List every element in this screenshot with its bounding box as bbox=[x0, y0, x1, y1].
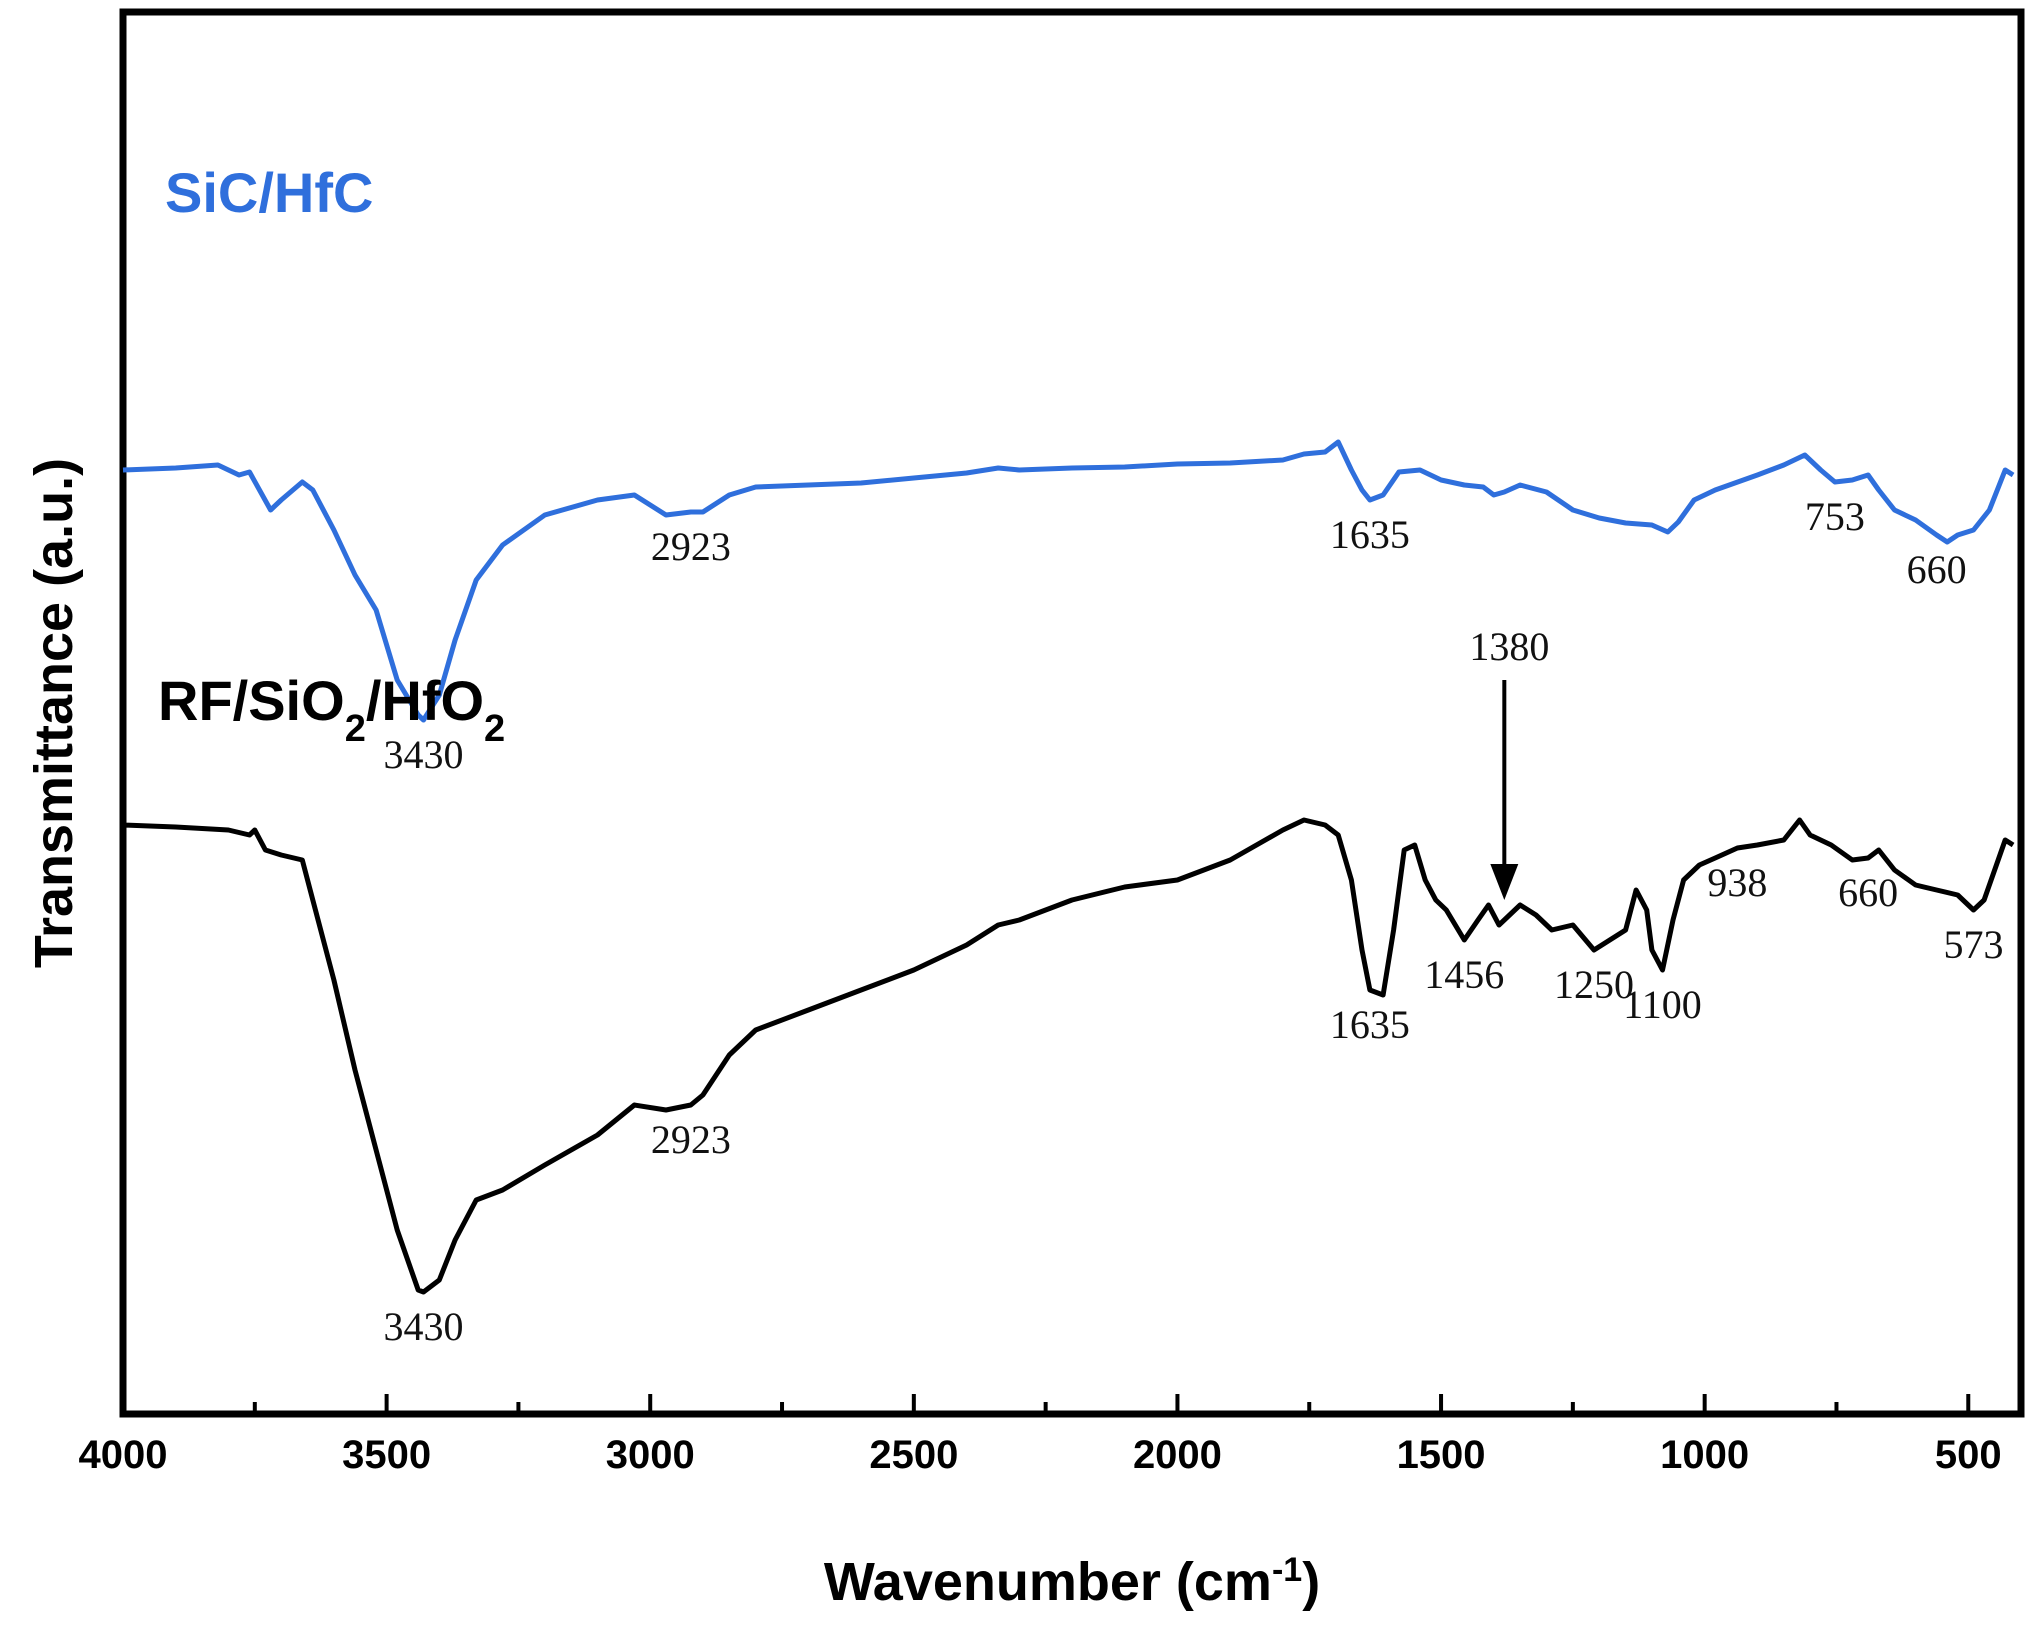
peak-label: 1635 bbox=[1330, 1002, 1410, 1047]
peak-label: 660 bbox=[1907, 547, 1967, 592]
series-line-0 bbox=[122, 439, 2015, 723]
peak-label: 1250 bbox=[1554, 962, 1634, 1007]
series-lines bbox=[122, 439, 2015, 1295]
x-tick-label: 3500 bbox=[342, 1433, 431, 1477]
peak-label: 753 bbox=[1805, 494, 1865, 539]
peak-label: 1635 bbox=[1330, 512, 1410, 557]
x-axis-title-end: ) bbox=[1302, 1552, 1320, 1612]
x-tick-label: 2500 bbox=[869, 1433, 958, 1477]
series-label-1: RF/SiO2/HfO2 bbox=[158, 669, 505, 750]
x-axis-tick-labels: 4000 3500 3000 2500 2000 1500 1000 500 bbox=[79, 1433, 2002, 1477]
arrow-head bbox=[1490, 864, 1519, 900]
x-tick-label: 3000 bbox=[606, 1433, 695, 1477]
x-axis-ticks bbox=[121, 1394, 1971, 1414]
peak-label: 938 bbox=[1707, 860, 1767, 905]
peak-label: 2923 bbox=[651, 524, 731, 569]
series-label-part: SiC/HfC bbox=[165, 161, 373, 224]
peak-label: 573 bbox=[1944, 922, 2004, 967]
x-tick-label: 1000 bbox=[1660, 1433, 1749, 1477]
peak-label: 3430 bbox=[384, 1304, 464, 1349]
x-axis-title-main: Wavenumber (cm bbox=[824, 1552, 1272, 1612]
peak-annotations: 3430 2923 1635 753 660 3430 2923 1635 1456 125011… bbox=[384, 494, 2004, 1349]
x-tick-label: 1500 bbox=[1397, 1433, 1486, 1477]
x-tick-label: 2000 bbox=[1133, 1433, 1222, 1477]
x-tick-label: 500 bbox=[1935, 1433, 2002, 1477]
plot-frame bbox=[119, 8, 2025, 1418]
x-axis-title-sup: -1 bbox=[1272, 1551, 1302, 1589]
series-label-part: 2 bbox=[345, 708, 366, 750]
series-label-0: SiC/HfC bbox=[165, 161, 373, 224]
peak-label: 1380 bbox=[1469, 624, 1549, 669]
series-label-part: RF/SiO bbox=[158, 669, 345, 732]
series-line-1 bbox=[122, 817, 2015, 1295]
peak-label: 3430 bbox=[384, 732, 464, 777]
x-tick-label: 4000 bbox=[79, 1433, 168, 1477]
peak-label: 2923 bbox=[651, 1117, 731, 1162]
y-axis-title: Transmittance (a.u.) bbox=[24, 458, 84, 968]
peak-label: 660 bbox=[1838, 870, 1898, 915]
series-label-part: /HfO bbox=[366, 669, 484, 732]
x-axis-title: Wavenumber (cm-1) bbox=[824, 1551, 1320, 1612]
peak-label: 1100 bbox=[1623, 982, 1702, 1027]
peak-label: 1456 bbox=[1424, 952, 1504, 997]
series-label-part: 2 bbox=[484, 708, 505, 750]
